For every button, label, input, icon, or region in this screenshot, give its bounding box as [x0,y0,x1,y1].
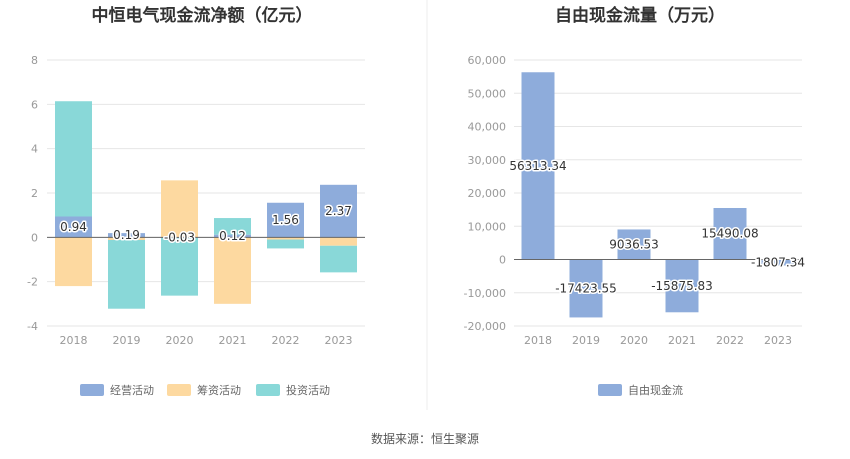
cash-flow-chart-title: 中恒电气现金流净额（亿元） [92,5,313,26]
bar-经营活动 [55,216,92,238]
legend-swatch [256,384,280,396]
y-tick-label: 6 [31,98,38,111]
bar-投资活动 [214,218,251,235]
data-label: -17423.55 [555,281,617,295]
cash-flow-chart: 中恒电气现金流净额（亿元） 8 6 4 2 0 -2 -4 2018 2019 2020 2021… [27,5,365,397]
bar-筹资活动 [161,180,198,238]
bar-free-cash-flow [521,72,555,260]
data-label: 0.19 [113,228,140,242]
data-label: 0.94 [60,220,87,234]
data-label: 15490.08 [701,227,758,241]
bar-投资活动 [108,239,145,309]
y-tick-label: 0 [499,254,506,267]
legend-label: 投资活动 [286,383,330,397]
bar-free-cash-flow [761,259,795,266]
x-tick-label: 2023 [325,334,353,347]
bar-free-cash-flow [665,259,699,313]
x-tick-label: 2021 [668,334,696,347]
bar-筹资活动 [267,237,304,240]
y-tick-label: 10,000 [468,220,507,233]
y-tick-label: -10,000 [464,287,506,300]
bar-投资活动 [161,237,198,296]
y-tick-label: 40,000 [468,121,507,134]
bar-筹资活动 [55,237,92,287]
y-tick-label: -20,000 [464,320,506,333]
legend-label: 筹资活动 [197,383,241,397]
legend-swatch [167,384,191,396]
y-tick-label: -4 [27,320,38,333]
source-note: 数据来源：恒生聚源 [371,431,479,446]
legend-label: 经营活动 [110,383,154,397]
bar-投资活动 [320,245,357,273]
cash-flow-legend: 经营活动 筹资活动 投资活动 [80,383,330,397]
data-label: 2.37 [325,204,352,218]
legend-label: 自由现金流 [628,383,683,397]
x-tick-label: 2021 [219,334,247,347]
bar-经营活动 [267,202,304,238]
bar-free-cash-flow [569,259,603,318]
x-tick-label: 2018 [524,334,552,347]
y-tick-label: 20,000 [468,187,507,200]
y-tick-label: -2 [27,276,38,289]
y-tick-label: 30,000 [468,154,507,167]
y-tick-label: 8 [31,54,38,67]
bar-投资活动 [267,239,304,249]
data-label: 1.56 [272,213,299,227]
x-tick-label: 2022 [272,334,300,347]
bar-free-cash-flow [617,229,651,260]
data-label: 0.12 [219,229,246,243]
x-tick-label: 2018 [60,334,88,347]
y-tick-label: 50,000 [468,87,507,100]
y-tick-label: 2 [31,187,38,200]
data-label: -0.03 [164,230,195,244]
data-label: 56313.34 [509,159,566,173]
bar-筹资活动 [214,237,251,304]
x-tick-label: 2020 [166,334,194,347]
bar-筹资活动 [320,237,357,246]
x-tick-label: 2019 [572,334,600,347]
legend-swatch [598,384,622,396]
x-tick-label: 2020 [620,334,648,347]
y-tick-label: 4 [31,143,38,156]
x-tick-label: 2022 [716,334,744,347]
bar-经营活动 [320,184,357,238]
bar-筹资活动 [108,237,145,240]
free-cash-flow-chart: 自由现金流量（万元） 60,000 50,000 40,000 30,000 20,00… [464,5,807,397]
free-cash-flow-legend: 自由现金流 [598,383,683,397]
x-tick-label: 2019 [113,334,141,347]
data-label: -15875.83 [651,279,713,293]
free-cash-flow-chart-title: 自由现金流量（万元） [555,5,725,26]
y-tick-label: 0 [31,231,38,244]
bar-经营活动 [214,234,251,238]
bar-经营活动 [108,233,145,238]
data-label: -1807.34 [751,256,805,270]
data-label: 9036.53 [609,237,659,251]
legend-swatch [80,384,104,396]
y-tick-label: 60,000 [468,54,507,67]
bar-投资活动 [55,101,92,217]
x-tick-label: 2023 [764,334,792,347]
bar-free-cash-flow [713,207,747,260]
